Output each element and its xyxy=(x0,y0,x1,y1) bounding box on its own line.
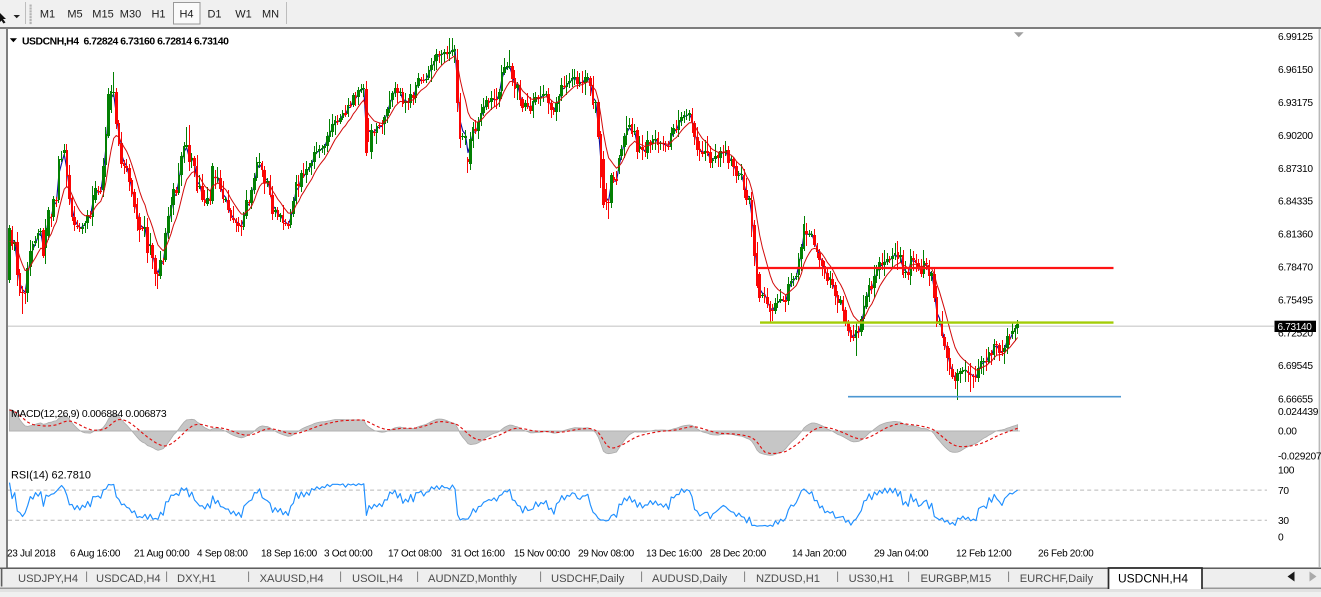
svg-text:USDCAD,H4: USDCAD,H4 xyxy=(96,573,161,585)
svg-text:6.73140: 6.73140 xyxy=(1278,322,1313,333)
svg-text:NZDUSD,H1: NZDUSD,H1 xyxy=(756,573,820,585)
svg-text:MN: MN xyxy=(262,8,279,20)
svg-text:31 Oct 16:00: 31 Oct 16:00 xyxy=(451,548,505,559)
svg-text:6 Aug 16:00: 6 Aug 16:00 xyxy=(70,548,121,559)
svg-text:6.84335: 6.84335 xyxy=(1278,197,1313,208)
svg-text:70: 70 xyxy=(1278,486,1289,497)
svg-text:6.96150: 6.96150 xyxy=(1278,65,1313,76)
svg-text:0.00: 0.00 xyxy=(1278,427,1297,438)
svg-text:USOIL,H4: USOIL,H4 xyxy=(352,573,403,585)
svg-text:3 Oct 00:00: 3 Oct 00:00 xyxy=(324,548,373,559)
svg-text:0: 0 xyxy=(1278,533,1284,544)
svg-text:4 Sep 08:00: 4 Sep 08:00 xyxy=(197,548,248,559)
svg-text:6.69545: 6.69545 xyxy=(1278,361,1313,372)
svg-text:USDCHF,Daily: USDCHF,Daily xyxy=(551,573,625,585)
svg-text:6.99125: 6.99125 xyxy=(1278,32,1313,43)
svg-text:6.66655: 6.66655 xyxy=(1278,395,1313,406)
svg-text:USDCNH,H4: USDCNH,H4 xyxy=(1118,571,1188,585)
svg-text:EURCHF,Daily: EURCHF,Daily xyxy=(1020,573,1094,585)
svg-text:30: 30 xyxy=(1278,516,1289,527)
svg-text:XAUUSD,H4: XAUUSD,H4 xyxy=(260,573,324,585)
svg-text:100: 100 xyxy=(1278,466,1295,477)
svg-text:AUDNZD,Monthly: AUDNZD,Monthly xyxy=(428,573,517,585)
svg-text:6.90200: 6.90200 xyxy=(1278,131,1313,142)
svg-text:M15: M15 xyxy=(92,8,113,20)
svg-text:H1: H1 xyxy=(151,8,165,20)
svg-text:15 Nov 00:00: 15 Nov 00:00 xyxy=(514,548,571,559)
svg-text:13 Dec 16:00: 13 Dec 16:00 xyxy=(646,548,703,559)
svg-text:28 Dec 20:00: 28 Dec 20:00 xyxy=(710,548,767,559)
svg-text:23 Jul 2018: 23 Jul 2018 xyxy=(7,548,56,559)
svg-text:21 Aug 00:00: 21 Aug 00:00 xyxy=(134,548,190,559)
svg-text:26 Feb 20:00: 26 Feb 20:00 xyxy=(1038,548,1094,559)
svg-text:US30,H1: US30,H1 xyxy=(849,573,894,585)
svg-text:M5: M5 xyxy=(67,8,82,20)
svg-text:6.81360: 6.81360 xyxy=(1278,230,1313,241)
svg-text:USDCNH,H4 6.72824 6.73160 6.7: USDCNH,H4 6.72824 6.73160 6.72814 6.7314… xyxy=(22,36,229,47)
svg-text:MACD(12,26,9) 0.006884 0.00687: MACD(12,26,9) 0.006884 0.006873 xyxy=(11,409,167,420)
svg-text:DXY,H1: DXY,H1 xyxy=(177,573,216,585)
svg-text:M30: M30 xyxy=(120,8,141,20)
svg-text:6.75495: 6.75495 xyxy=(1278,295,1313,306)
svg-text:6.78470: 6.78470 xyxy=(1278,263,1313,274)
svg-text:0.024439: 0.024439 xyxy=(1278,407,1319,418)
svg-text:H4: H4 xyxy=(179,8,193,20)
svg-text:18 Sep 16:00: 18 Sep 16:00 xyxy=(261,548,318,559)
svg-text:12 Feb 12:00: 12 Feb 12:00 xyxy=(956,548,1012,559)
svg-text:17 Oct 08:00: 17 Oct 08:00 xyxy=(388,548,442,559)
svg-text:6.72520: 6.72520 xyxy=(1278,328,1313,339)
svg-text:-0.029207: -0.029207 xyxy=(1278,451,1321,462)
svg-text:EURGBP,M15: EURGBP,M15 xyxy=(921,573,992,585)
svg-text:29 Nov 08:00: 29 Nov 08:00 xyxy=(578,548,635,559)
svg-text:6.87310: 6.87310 xyxy=(1278,164,1313,175)
svg-text:M1: M1 xyxy=(40,8,55,20)
svg-text:AUDUSD,Daily: AUDUSD,Daily xyxy=(652,573,728,585)
svg-text:RSI(14) 62.7810: RSI(14) 62.7810 xyxy=(11,470,91,482)
svg-text:6.93175: 6.93175 xyxy=(1278,98,1313,109)
svg-text:USDJPY,H4: USDJPY,H4 xyxy=(18,573,78,585)
svg-text:14 Jan 20:00: 14 Jan 20:00 xyxy=(792,548,847,559)
svg-text:29 Jan 04:00: 29 Jan 04:00 xyxy=(874,548,929,559)
svg-text:D1: D1 xyxy=(207,8,221,20)
svg-text:W1: W1 xyxy=(235,8,252,20)
